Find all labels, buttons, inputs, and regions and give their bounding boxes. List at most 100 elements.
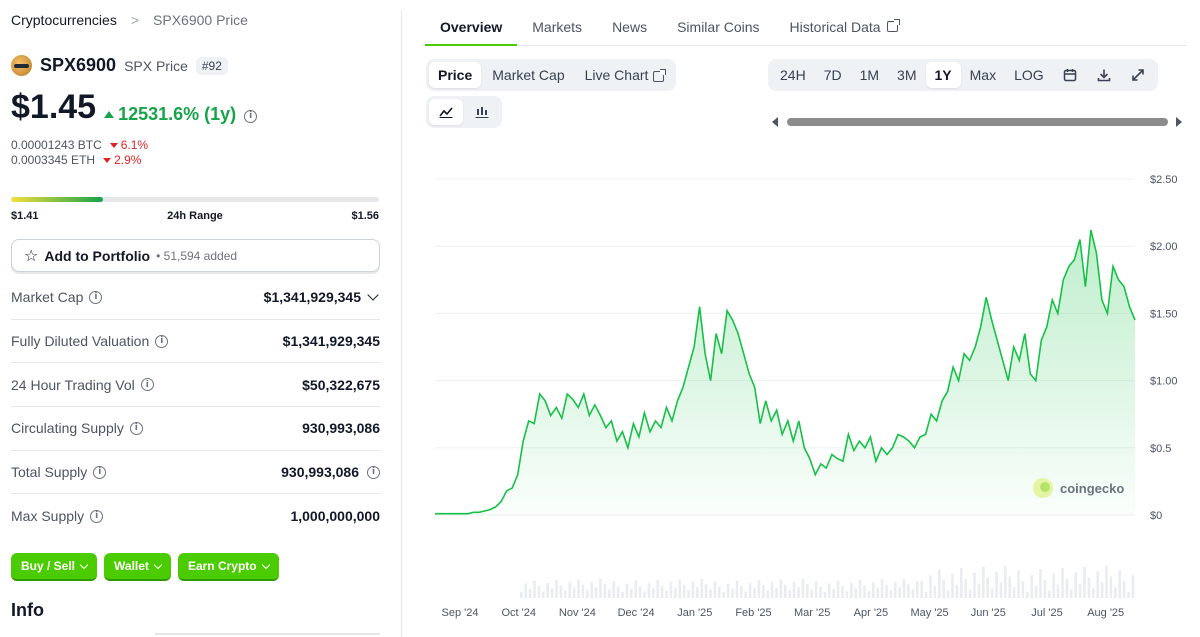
info-icon[interactable]: i xyxy=(89,290,103,304)
volume-bar xyxy=(612,581,615,598)
price-chart[interactable]: $0 $0.5 $1.00 $1.50 $2.00 $2.50 Sep '24 Oct '2… xyxy=(425,160,1195,630)
info-icon[interactable]: i xyxy=(367,465,380,479)
stat-label: Circulating Supply xyxy=(11,420,124,437)
volume-bar xyxy=(1012,587,1016,598)
volume-bar xyxy=(537,586,541,598)
breadcrumb-cryptocurrencies[interactable]: Cryptocurrencies xyxy=(11,12,117,28)
volume-bar xyxy=(1043,580,1047,598)
volume-bar xyxy=(946,590,950,598)
volume-bar xyxy=(916,581,919,598)
volume-bar xyxy=(1026,592,1029,598)
calendar-button[interactable] xyxy=(1053,62,1087,88)
y-tick-label: $0 xyxy=(1150,510,1162,522)
range-24h[interactable]: 24H xyxy=(771,62,815,88)
candlestick-chart-button[interactable] xyxy=(465,99,499,125)
tab-overview[interactable]: Overview xyxy=(425,0,518,46)
volume-bar xyxy=(819,586,822,598)
info-icon[interactable]: i xyxy=(140,378,154,392)
range-max[interactable]: Max xyxy=(961,62,1005,88)
info-icon[interactable]: i xyxy=(90,509,104,523)
range-1m[interactable]: 1M xyxy=(851,62,888,88)
info-icon[interactable]: i xyxy=(129,421,143,435)
price-area xyxy=(435,230,1135,515)
chart-type-label: Live Chart xyxy=(584,67,649,83)
x-tick-label: Jan '25 xyxy=(677,607,712,619)
chart-navigator-scrollbar[interactable] xyxy=(770,116,1184,128)
tab-news[interactable]: News xyxy=(597,0,662,46)
volume-bar xyxy=(599,578,602,598)
stat-value: 930,993,086 xyxy=(281,464,359,481)
stat-value: 1,000,000,000 xyxy=(290,508,380,525)
download-button[interactable] xyxy=(1087,62,1121,88)
volume-bar xyxy=(652,588,655,598)
volume-bar xyxy=(951,574,954,598)
volume-bar xyxy=(889,590,893,598)
chart-type-market-cap[interactable]: Market Cap xyxy=(483,62,573,88)
range-label: 7D xyxy=(823,67,842,83)
chevron-down-icon[interactable] xyxy=(367,289,379,302)
price-change-value: 12531.6% (1y) xyxy=(118,104,237,124)
wallet-button[interactable]: Wallet xyxy=(104,553,171,581)
range-labels: $1.41 24h Range $1.56 xyxy=(11,210,379,222)
info-divider xyxy=(155,633,380,635)
chart-style-selector xyxy=(426,96,502,128)
info-icon[interactable]: i xyxy=(244,109,258,123)
stat-label: Total Supply xyxy=(11,464,88,481)
portfolio-count: • 51,594 added xyxy=(156,248,238,263)
volume-bar xyxy=(713,581,717,598)
scroll-left-arrow-icon[interactable] xyxy=(772,117,778,127)
fullscreen-button[interactable] xyxy=(1121,62,1155,88)
volume-bar xyxy=(880,579,884,598)
range-7d[interactable]: 7D xyxy=(815,62,851,88)
add-to-portfolio-button[interactable]: ☆ Add to Portfolio • 51,594 added xyxy=(11,239,380,272)
add-to-portfolio-label: Add to Portfolio xyxy=(44,247,151,264)
volume-bar xyxy=(603,584,607,598)
volume-bar xyxy=(594,587,598,598)
tab-similar-coins[interactable]: Similar Coins xyxy=(662,0,774,46)
volume-bar xyxy=(665,590,668,598)
chart-type-price[interactable]: Price xyxy=(429,62,482,88)
x-tick-label: Aug '25 xyxy=(1087,607,1124,619)
coin-summary-panel: Cryptocurrencies > SPX6900 Price SPX6900… xyxy=(0,0,392,637)
volume-bar xyxy=(608,589,611,598)
volume-bar xyxy=(647,583,651,598)
info-icon[interactable]: i xyxy=(155,334,169,348)
scroll-right-arrow-icon[interactable] xyxy=(1176,117,1182,127)
price-change: 12531.6% (1y) xyxy=(104,104,236,125)
line-chart-button[interactable] xyxy=(429,99,463,125)
range-3m[interactable]: 3M xyxy=(888,62,925,88)
range-log[interactable]: LOG xyxy=(1005,62,1053,88)
y-tick-label: $0.5 xyxy=(1150,443,1171,455)
star-icon: ☆ xyxy=(24,247,39,265)
tab-historical-data[interactable]: Historical Data xyxy=(775,0,913,46)
volume-bar xyxy=(955,584,959,598)
volume-bar xyxy=(546,583,549,598)
volume-bar xyxy=(814,581,818,598)
volume-bar xyxy=(863,585,866,598)
volume-bar xyxy=(850,583,853,598)
volume-bar xyxy=(577,579,580,598)
coin-ticker-label: SPX Price xyxy=(124,57,188,74)
volume-bar xyxy=(678,579,681,598)
volume-bar xyxy=(682,584,686,598)
breadcrumb-current: SPX6900 Price xyxy=(153,12,248,28)
chart-type-live-chart[interactable]: Live Chart xyxy=(576,62,674,88)
tab-markets[interactable]: Markets xyxy=(517,0,597,46)
range-1y[interactable]: 1Y xyxy=(925,62,961,88)
eth-conversion: 0.0003345 ETH 2.9% xyxy=(11,153,141,167)
volume-bar xyxy=(1118,570,1121,598)
volume-bar xyxy=(669,582,673,598)
x-tick-label: Jul '25 xyxy=(1031,607,1062,619)
volume-bar xyxy=(757,580,761,598)
btc-change: 6.1% xyxy=(109,138,149,152)
scrollbar-thumb[interactable] xyxy=(787,118,1168,126)
info-icon[interactable]: i xyxy=(93,465,107,479)
chart-type-label: Price xyxy=(438,67,473,83)
tab-label: Markets xyxy=(532,19,583,35)
buy-sell-button[interactable]: Buy / Sell xyxy=(11,553,98,581)
btc-change-value: 6.1% xyxy=(120,138,149,152)
volume-bar xyxy=(960,568,963,598)
volume-bar xyxy=(867,590,871,598)
volume-bar xyxy=(1105,565,1108,598)
earn-crypto-button[interactable]: Earn Crypto xyxy=(177,553,279,581)
